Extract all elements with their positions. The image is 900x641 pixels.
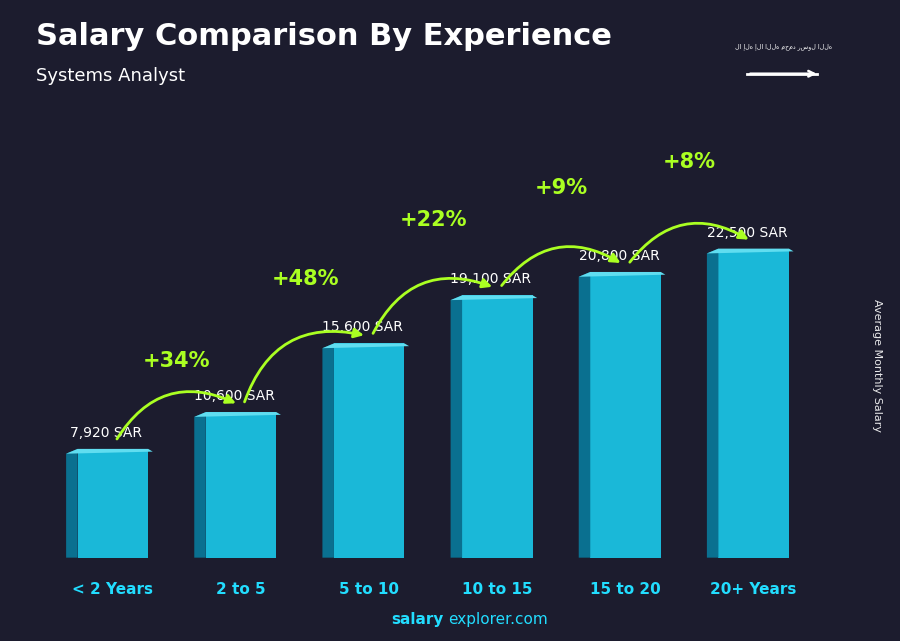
Polygon shape <box>66 449 153 454</box>
Text: 22,500 SAR: 22,500 SAR <box>706 226 788 240</box>
Text: 19,100 SAR: 19,100 SAR <box>451 272 532 287</box>
Text: < 2 Years: < 2 Years <box>72 583 153 597</box>
Polygon shape <box>451 296 537 300</box>
Bar <box>334 344 404 558</box>
Text: 7,920 SAR: 7,920 SAR <box>70 426 142 440</box>
Polygon shape <box>194 412 206 558</box>
Polygon shape <box>322 344 410 348</box>
Text: +9%: +9% <box>535 178 588 198</box>
Polygon shape <box>706 249 794 253</box>
Text: +22%: +22% <box>400 210 467 229</box>
Bar <box>206 412 276 558</box>
Polygon shape <box>579 272 665 277</box>
Bar <box>590 272 661 558</box>
Polygon shape <box>66 449 77 558</box>
Text: 15,600 SAR: 15,600 SAR <box>322 320 403 335</box>
Text: 20,800 SAR: 20,800 SAR <box>579 249 660 263</box>
Text: لا إله إلا الله محمد رسول الله: لا إله إلا الله محمد رسول الله <box>735 44 832 50</box>
Text: 15 to 20: 15 to 20 <box>590 583 661 597</box>
Text: +48%: +48% <box>272 269 339 289</box>
Text: +8%: +8% <box>663 152 716 172</box>
Text: 20+ Years: 20+ Years <box>710 583 796 597</box>
Bar <box>462 296 533 558</box>
Text: explorer.com: explorer.com <box>448 612 548 627</box>
Polygon shape <box>322 344 334 558</box>
Polygon shape <box>579 272 590 558</box>
Bar <box>77 449 148 558</box>
Text: Systems Analyst: Systems Analyst <box>36 67 185 85</box>
Bar <box>718 249 789 558</box>
Polygon shape <box>451 296 462 558</box>
Text: 2 to 5: 2 to 5 <box>216 583 266 597</box>
Text: 10 to 15: 10 to 15 <box>462 583 533 597</box>
Text: 10,600 SAR: 10,600 SAR <box>194 389 275 403</box>
Text: Average Monthly Salary: Average Monthly Salary <box>871 299 882 432</box>
Text: Salary Comparison By Experience: Salary Comparison By Experience <box>36 22 612 51</box>
Polygon shape <box>706 249 718 558</box>
Text: salary: salary <box>392 612 444 627</box>
Text: +34%: +34% <box>143 351 211 371</box>
Text: 5 to 10: 5 to 10 <box>339 583 400 597</box>
Polygon shape <box>194 412 281 417</box>
